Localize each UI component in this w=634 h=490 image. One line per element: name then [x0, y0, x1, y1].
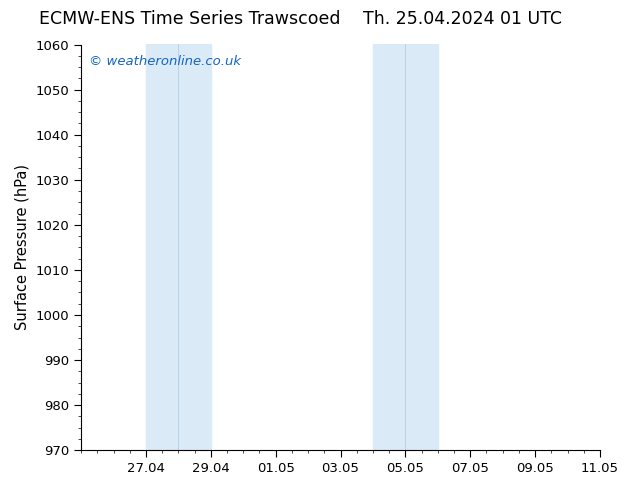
Y-axis label: Surface Pressure (hPa): Surface Pressure (hPa) [15, 164, 30, 330]
Bar [146, 45, 178, 450]
Text: Th. 25.04.2024 01 UTC: Th. 25.04.2024 01 UTC [363, 10, 562, 28]
Bar [405, 45, 438, 450]
Text: ECMW-ENS Time Series Trawscoed: ECMW-ENS Time Series Trawscoed [39, 10, 341, 28]
Bar [373, 45, 405, 450]
Bar [178, 45, 211, 450]
Text: © weatheronline.co.uk: © weatheronline.co.uk [89, 55, 241, 68]
